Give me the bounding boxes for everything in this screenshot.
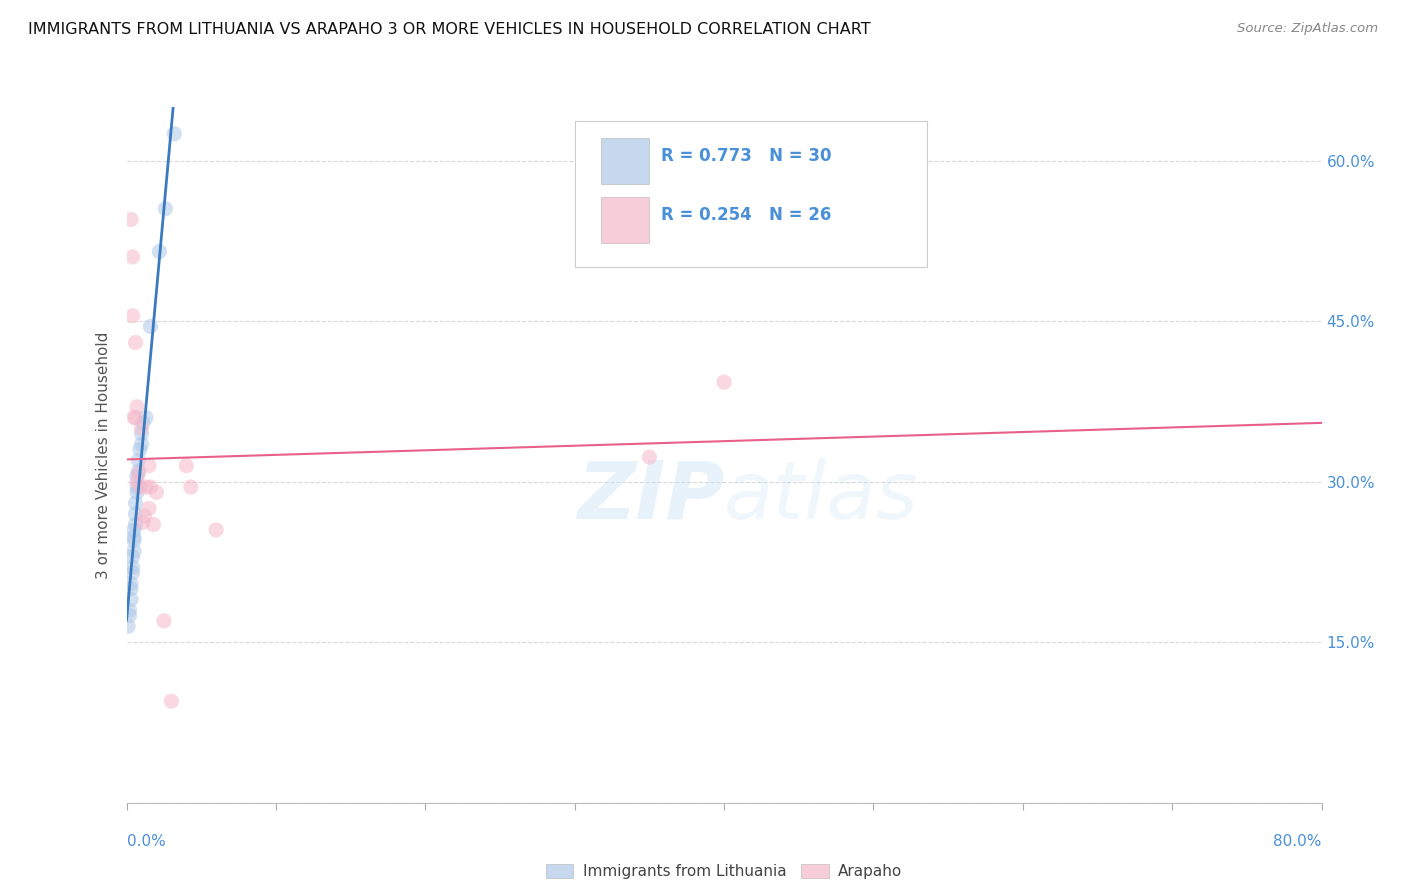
Point: [145, 485, 167, 500]
Point: [138, 501, 160, 516]
Point: [117, 619, 139, 633]
Point: [138, 458, 160, 473]
Point: [124, 410, 146, 425]
Text: ZIP: ZIP: [576, 458, 724, 536]
Point: [132, 416, 155, 430]
Point: [127, 466, 149, 480]
Text: 0.0%: 0.0%: [127, 834, 166, 849]
Point: [148, 244, 170, 259]
Point: [139, 319, 162, 334]
Point: [134, 508, 156, 523]
FancyBboxPatch shape: [600, 197, 648, 243]
Y-axis label: 3 or more Vehicles in Household: 3 or more Vehicles in Household: [96, 331, 111, 579]
Point: [132, 516, 155, 530]
Text: IMMIGRANTS FROM LITHUANIA VS ARAPAHO 3 OR MORE VEHICLES IN HOUSEHOLD CORRELATION: IMMIGRANTS FROM LITHUANIA VS ARAPAHO 3 O…: [28, 22, 870, 37]
Point: [638, 450, 661, 464]
Point: [139, 480, 162, 494]
Point: [125, 485, 148, 500]
Point: [155, 202, 177, 216]
Point: [713, 375, 735, 389]
Point: [129, 442, 152, 457]
FancyBboxPatch shape: [575, 121, 928, 267]
Point: [121, 549, 143, 564]
Point: [121, 566, 143, 580]
Point: [124, 517, 146, 532]
Point: [131, 437, 153, 451]
Legend: Immigrants from Lithuania, Arapaho: Immigrants from Lithuania, Arapaho: [540, 858, 908, 886]
Point: [124, 335, 146, 350]
Point: [122, 544, 145, 558]
Point: [125, 469, 148, 483]
Point: [122, 410, 145, 425]
Point: [153, 614, 176, 628]
Point: [163, 127, 186, 141]
Text: R = 0.773   N = 30: R = 0.773 N = 30: [661, 147, 831, 165]
Point: [125, 475, 148, 489]
Point: [120, 592, 142, 607]
Text: 80.0%: 80.0%: [1274, 834, 1322, 849]
Point: [135, 410, 157, 425]
Point: [125, 480, 148, 494]
Point: [122, 523, 145, 537]
Point: [124, 496, 146, 510]
Point: [124, 507, 146, 521]
Point: [120, 212, 142, 227]
Point: [121, 560, 143, 574]
Point: [122, 533, 145, 548]
Point: [142, 517, 165, 532]
Point: [131, 421, 153, 435]
Point: [127, 464, 149, 478]
Point: [122, 530, 145, 544]
Point: [205, 523, 228, 537]
Point: [160, 694, 183, 708]
Point: [120, 576, 142, 591]
Point: [174, 458, 197, 473]
Point: [121, 250, 143, 264]
Point: [118, 608, 141, 623]
Point: [135, 480, 157, 494]
Point: [129, 480, 152, 494]
Point: [120, 582, 142, 596]
Point: [118, 603, 141, 617]
Point: [127, 453, 149, 467]
Point: [125, 400, 148, 414]
Point: [180, 480, 202, 494]
Text: Source: ZipAtlas.com: Source: ZipAtlas.com: [1237, 22, 1378, 36]
Text: atlas: atlas: [724, 458, 920, 536]
FancyBboxPatch shape: [600, 138, 648, 184]
Point: [131, 426, 153, 441]
Point: [121, 309, 143, 323]
Text: R = 0.254   N = 26: R = 0.254 N = 26: [661, 206, 831, 224]
